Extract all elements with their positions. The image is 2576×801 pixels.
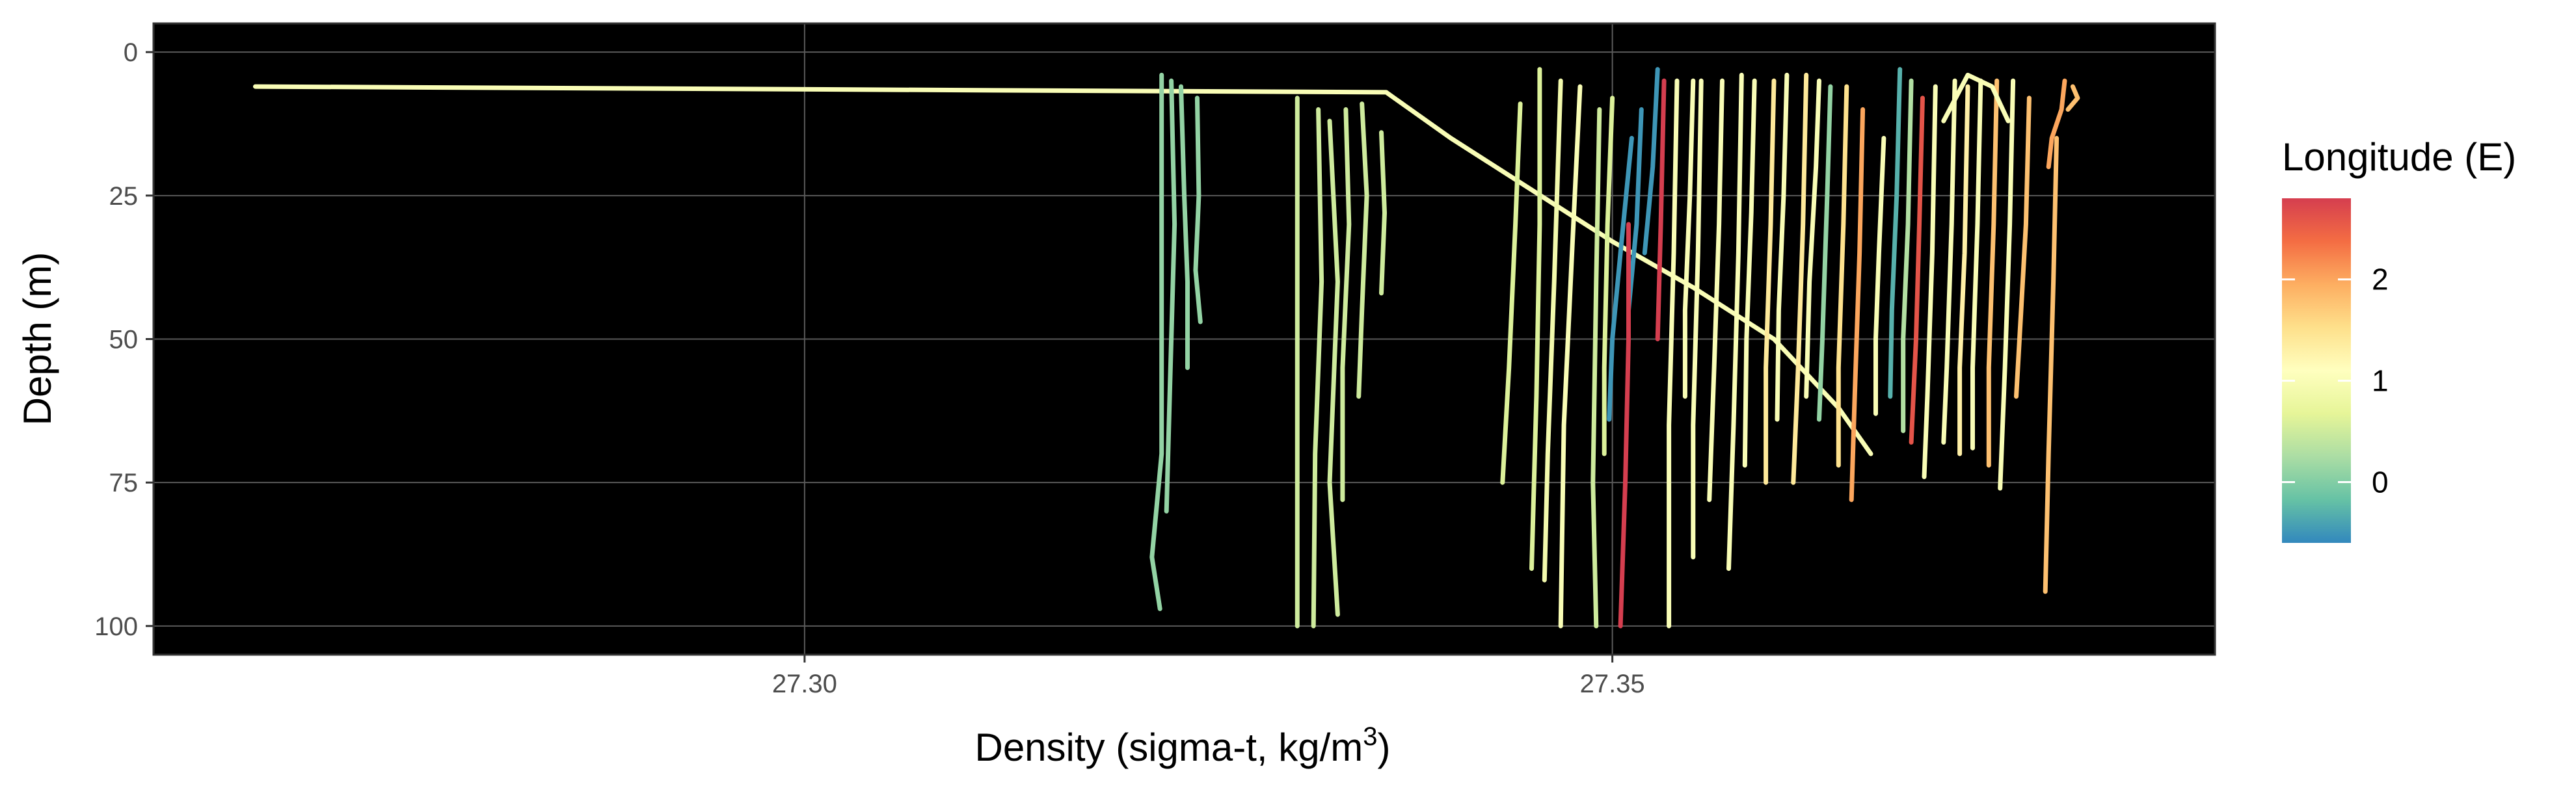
profile-line-6	[1311, 107, 1324, 629]
profile-line-36	[1888, 67, 1903, 399]
legend-tick-label: 0	[2372, 465, 2389, 499]
profile-line-45	[2014, 96, 2032, 399]
legend-tick-label: 1	[2372, 364, 2389, 398]
profile-line-37	[1901, 78, 1914, 434]
profile-line-13	[1542, 78, 1563, 583]
profile-line-41	[1957, 84, 1970, 456]
profile-line-40	[1941, 78, 1957, 445]
profile-line-22	[1667, 78, 1680, 629]
profile-line-32	[1817, 84, 1833, 422]
profile-line-30	[1791, 72, 1809, 485]
y-tick-label: 75	[109, 469, 139, 497]
profile-line-44	[1998, 78, 2016, 491]
profile-line-19	[1642, 67, 1660, 256]
legend: Longitude (E) 0 1 2	[2282, 135, 2516, 543]
profile-line-38	[1909, 96, 1925, 445]
profile-line-9	[1356, 101, 1369, 399]
profile-line-21	[1655, 78, 1667, 341]
profile-line-8	[1340, 107, 1352, 503]
profile-line-33	[1836, 84, 1849, 468]
profile-line-2	[1164, 78, 1177, 514]
profile-line-49	[1941, 72, 2011, 124]
profile-line-17	[1607, 136, 1634, 422]
profile-line-34	[1849, 107, 1866, 503]
profile-line-10	[1379, 130, 1387, 296]
profile-line-43	[1986, 78, 2000, 468]
profile-line-46	[2043, 136, 2059, 594]
profile-line-16	[1602, 96, 1615, 456]
profile-line-15	[1590, 107, 1602, 629]
series-layer	[253, 67, 2080, 629]
profile-line-29	[1775, 72, 1790, 422]
profile-line-31	[1804, 78, 1821, 399]
profile-line-26	[1726, 72, 1744, 571]
y-tick-label: 0	[124, 38, 138, 67]
profile-line-4	[1193, 96, 1203, 324]
legend-colorbar	[2282, 198, 2351, 543]
legend-title: Longitude (E)	[2282, 135, 2516, 179]
profile-line-20	[1618, 222, 1631, 629]
y-tick-label: 100	[94, 612, 138, 641]
profile-line-23	[1682, 78, 1696, 399]
profile-line-11	[1500, 101, 1523, 485]
x-tick-label: 27.30	[772, 670, 837, 698]
profile-line-18	[1626, 107, 1644, 313]
profile-line-25	[1707, 78, 1724, 503]
profile-line-42	[1970, 78, 1983, 451]
profile-line-7	[1327, 118, 1340, 617]
y-tick-label: 25	[109, 182, 139, 211]
y-tick-label: 50	[109, 326, 139, 354]
legend-tick-label: 2	[2372, 263, 2389, 296]
profile-line-48	[2065, 84, 2080, 112]
profile-line-27	[1742, 78, 1757, 468]
profile-line-35	[1873, 136, 1886, 416]
profile-line-24	[1691, 78, 1704, 560]
axis-layer: 27.30 27.35 0 25 50 75 100	[94, 38, 1644, 698]
profile-line-28	[1764, 78, 1777, 485]
x-tick-label: 27.35	[1580, 670, 1645, 698]
profile-line-39	[1922, 84, 1938, 479]
profile-line-47	[2046, 78, 2067, 170]
y-axis-title: Depth (m)	[16, 252, 59, 426]
x-axis-title: Density (sigma-t, kg/m3)	[974, 722, 1390, 769]
profile-line-12	[1529, 67, 1542, 571]
legend-ticks: 0 1 2	[2282, 263, 2389, 499]
profile-line-1	[1149, 72, 1164, 611]
profile-line-14	[1558, 84, 1583, 629]
profile-line-3	[1179, 84, 1190, 371]
